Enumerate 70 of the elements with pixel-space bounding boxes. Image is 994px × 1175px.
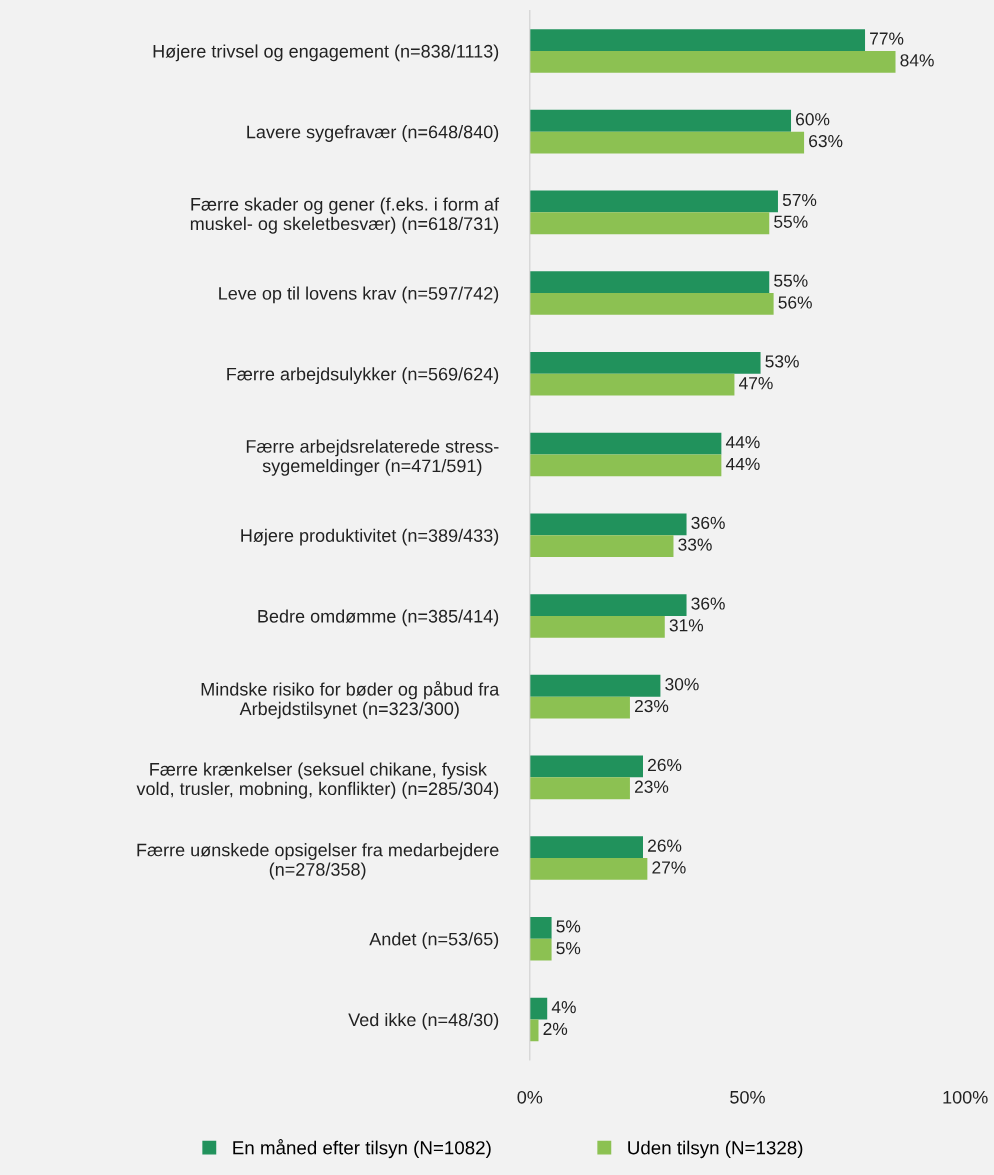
x-tick-label: 0%	[517, 1090, 543, 1104]
data-label: 30%	[665, 678, 699, 691]
x-tick-label: 50%	[730, 1090, 765, 1104]
bar	[529, 50, 896, 73]
x-tick-label: 100%	[943, 1090, 988, 1104]
legend-label: En måned efter tilsyn (N=1082)	[233, 1139, 491, 1159]
data-label: 26%	[648, 758, 682, 772]
bar	[529, 131, 805, 154]
y-tick-label: Færre krænkelser (seksuel chikane, fysisk vold, trusler, mobning, konflikter) (n=285/304)	[136, 762, 499, 799]
bar	[529, 535, 674, 558]
data-label: 23%	[634, 699, 669, 713]
data-label: 36%	[691, 516, 725, 529]
y-tick-label: Lavere sygefravær (n=648/840)	[247, 125, 499, 142]
y-tick-label: Ved ikke (n=48/30)	[348, 1012, 499, 1030]
y-tick-label: Højere produktivitet (n=389/433)	[241, 528, 499, 546]
data-label: 31%	[669, 619, 704, 632]
y-tick-label: Andet (n=53/65)	[369, 932, 499, 950]
y-tick-label: Færre arbejdsrelaterede stress- sygemeldinger (n=471/591)	[246, 439, 499, 476]
bar	[529, 696, 630, 719]
bar	[529, 755, 643, 778]
data-label: 27%	[652, 861, 686, 874]
data-label: 5%	[556, 942, 581, 955]
bar	[529, 109, 792, 132]
data-label: 44%	[725, 457, 760, 470]
bar	[529, 351, 761, 374]
y-tick-label: Mindske risiko for bøder og påbud fra Arbejdstilsynet (n=323/300)	[201, 680, 500, 719]
bar	[529, 190, 778, 213]
data-label: 23%	[634, 780, 669, 793]
y-tick-label: Færre arbejdsulykker (n=569/624)	[227, 367, 499, 385]
data-label: 63%	[809, 134, 843, 148]
data-label: 60%	[796, 113, 830, 126]
bar	[529, 432, 722, 455]
bar	[529, 858, 648, 880]
bar	[529, 836, 643, 859]
data-label: 47%	[738, 377, 773, 390]
bar	[529, 777, 630, 800]
bar	[529, 373, 735, 396]
data-label: 53%	[765, 355, 799, 368]
data-label: 4%	[551, 1001, 576, 1014]
y-tick-label: Færre skader og gener (f.eks. i form af muskel- og skeletbesvær) (n=618/731)	[190, 197, 500, 234]
bar	[529, 938, 552, 961]
data-label: 26%	[648, 839, 682, 852]
y-tick-label: Højere trivsel og engagement (n=838/1113)	[153, 44, 499, 62]
bar	[529, 997, 548, 1020]
bar	[529, 615, 665, 638]
bar	[529, 293, 774, 315]
data-label: 2%	[543, 1022, 568, 1035]
bar	[529, 212, 770, 235]
y-tick-label: Leve op til lovens krav (n=597/742)	[219, 286, 499, 304]
data-label: 44%	[725, 436, 760, 449]
data-label: 55%	[774, 274, 808, 287]
bar	[529, 916, 552, 939]
legend-label: Uden tilsyn (N=1328)	[628, 1140, 803, 1159]
y-tick-label: Bedre omdømme (n=385/414)	[258, 609, 499, 627]
bar	[529, 29, 866, 51]
bar	[529, 674, 661, 697]
bar	[529, 454, 722, 477]
bar	[529, 513, 687, 536]
data-label: 77%	[870, 32, 904, 45]
y-tick-label: Færre uønskede opsigelser fra medarbejdere (n=278/358)	[137, 843, 499, 880]
bar	[529, 594, 687, 616]
data-label: 84%	[900, 54, 934, 67]
bar	[529, 271, 770, 294]
data-label: 57%	[782, 193, 817, 207]
data-label: 36%	[691, 597, 725, 610]
data-label: 55%	[774, 215, 808, 228]
data-label: 33%	[678, 538, 712, 551]
data-label: 5%	[556, 920, 581, 933]
bar	[529, 1019, 539, 1042]
data-label: 56%	[778, 296, 812, 309]
